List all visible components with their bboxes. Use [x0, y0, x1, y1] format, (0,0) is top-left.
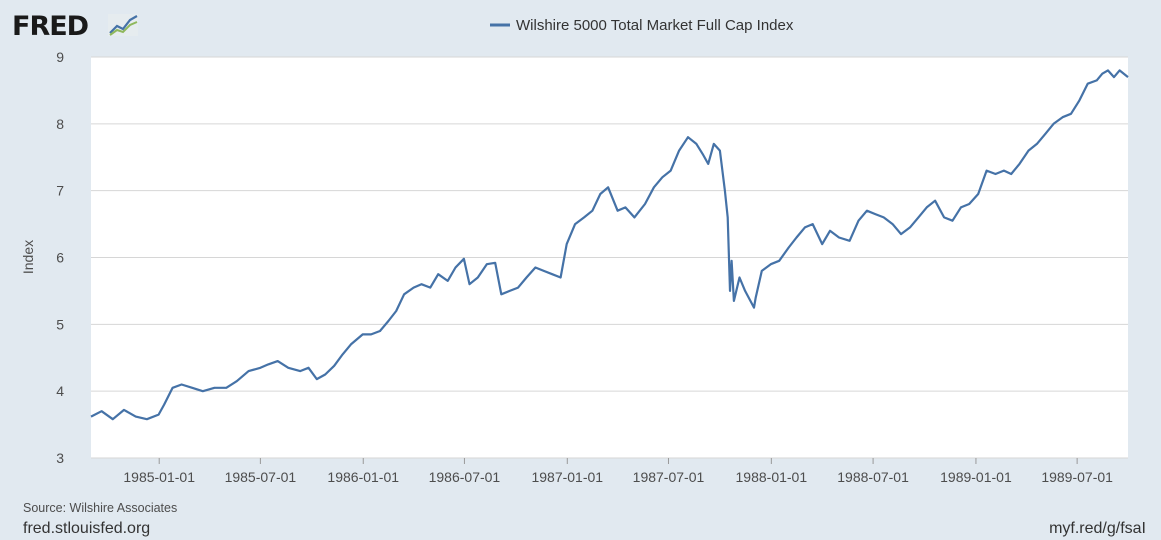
series-line-wilshire-5000 [90, 69, 1129, 421]
y-tick-label: 6 [56, 250, 64, 266]
source-note: Source: Wilshire Associates [23, 501, 177, 515]
y-tick-label: 4 [56, 383, 64, 399]
y-tick-label: 8 [56, 116, 64, 132]
x-tick-label: 1985-07-01 [225, 469, 297, 485]
x-tick-label: 1989-01-01 [940, 469, 1012, 485]
y-axis: 3 4 5 6 7 8 9 [56, 49, 64, 466]
x-tick-label: 1986-01-01 [327, 469, 399, 485]
x-axis: 1985-01-01 1985-07-01 1986-01-01 1986-07-01… [123, 458, 1113, 485]
x-tick-label: 1988-07-01 [837, 469, 909, 485]
x-tick-label: 1987-07-01 [633, 469, 705, 485]
y-tick-label: 5 [56, 316, 64, 332]
y-axis-title: Index [20, 240, 36, 274]
site-link[interactable]: fred.stlouisfed.org [23, 520, 150, 537]
fred-logo-text: FRED [12, 11, 88, 42]
y-tick-label: 3 [56, 450, 64, 466]
legend-series-label: Wilshire 5000 Total Market Full Cap Inde… [516, 17, 794, 34]
x-tick-label: 1986-07-01 [429, 469, 501, 485]
fred-logo[interactable]: FRED [12, 11, 138, 42]
x-tick-label: 1985-01-01 [123, 469, 195, 485]
fred-chart-logo-icon [108, 14, 138, 36]
y-tick-label: 9 [56, 49, 64, 65]
short-link[interactable]: myf.red/g/fsaI [1049, 520, 1146, 537]
x-tick-label: 1989-07-01 [1041, 469, 1113, 485]
chart-legend: Wilshire 5000 Total Market Full Cap Inde… [490, 17, 794, 34]
x-tick-label: 1987-01-01 [531, 469, 603, 485]
y-tick-label: 7 [56, 183, 64, 199]
x-tick-label: 1988-01-01 [736, 469, 808, 485]
